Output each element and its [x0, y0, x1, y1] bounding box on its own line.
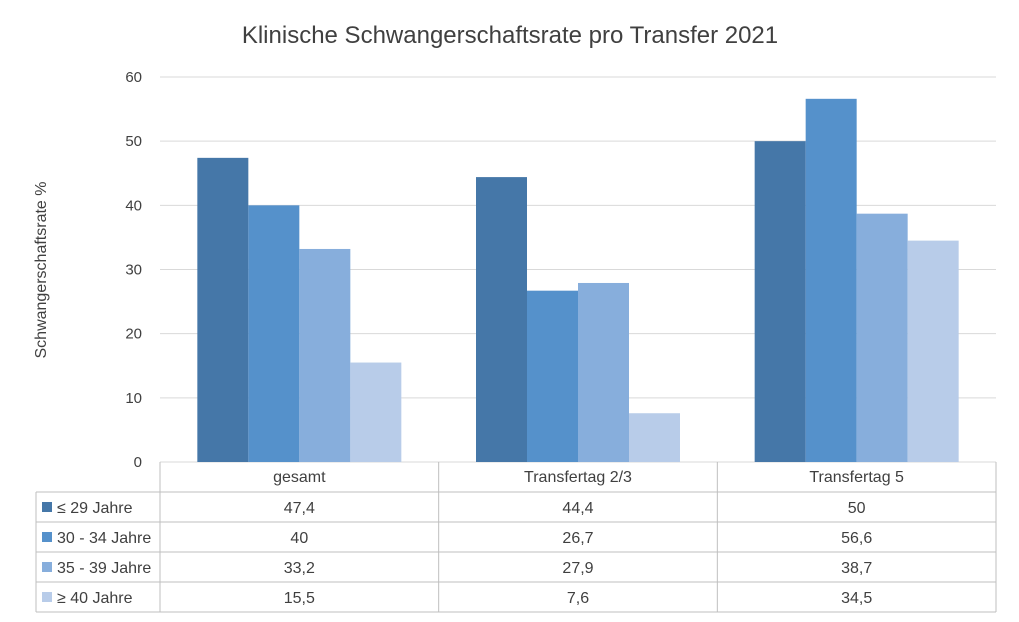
bar: [629, 413, 680, 462]
bar: [907, 240, 959, 462]
y-tick-label: 20: [125, 326, 142, 343]
legend-swatch: [42, 532, 52, 542]
bar: [248, 205, 300, 463]
bar: [527, 290, 578, 462]
legend-swatch: [42, 592, 52, 602]
legend-swatch: [42, 502, 52, 512]
x-category-label: gesamt: [273, 469, 326, 486]
table-value: 27,9: [562, 560, 593, 577]
bar: [805, 98, 857, 463]
y-tick-label: 30: [125, 262, 142, 279]
x-category-label: Transfertag 5: [809, 469, 904, 486]
bar: [476, 177, 527, 462]
x-category-label: Transfertag 2/3: [524, 469, 632, 486]
table-value: 26,7: [562, 530, 593, 547]
legend-entry: ≥ 40 Jahre: [57, 590, 133, 607]
legend-swatch: [42, 562, 52, 572]
table-value: 7,6: [567, 590, 589, 607]
bar: [578, 282, 629, 462]
table-value: 33,2: [284, 560, 315, 577]
chart-title: Klinische Schwangerschaftsrate pro Trans…: [242, 22, 778, 49]
y-tick-label: 60: [125, 69, 142, 86]
y-tick-label: 50: [125, 133, 142, 150]
y-axis-label: Schwangerschaftsrate %: [33, 182, 50, 359]
bar: [350, 362, 402, 462]
legend-entry: 30 - 34 Jahre: [57, 530, 151, 547]
legend-entry: 35 - 39 Jahre: [57, 560, 151, 577]
y-tick-label: 10: [125, 390, 142, 407]
bar: [197, 157, 249, 462]
bar: [299, 248, 351, 462]
table-value: 15,5: [284, 590, 315, 607]
y-tick-label: 0: [134, 454, 142, 471]
y-tick-label: 40: [125, 197, 142, 214]
table-value: 44,4: [562, 500, 593, 517]
bar: [856, 213, 908, 462]
table-value: 56,6: [841, 530, 872, 547]
table-value: 47,4: [284, 500, 315, 517]
table-value: 38,7: [841, 560, 872, 577]
table-value: 34,5: [841, 590, 872, 607]
table-value: 50: [848, 500, 866, 517]
table-value: 40: [290, 530, 308, 547]
legend-entry: ≤ 29 Jahre: [57, 500, 133, 517]
bar: [754, 141, 806, 462]
